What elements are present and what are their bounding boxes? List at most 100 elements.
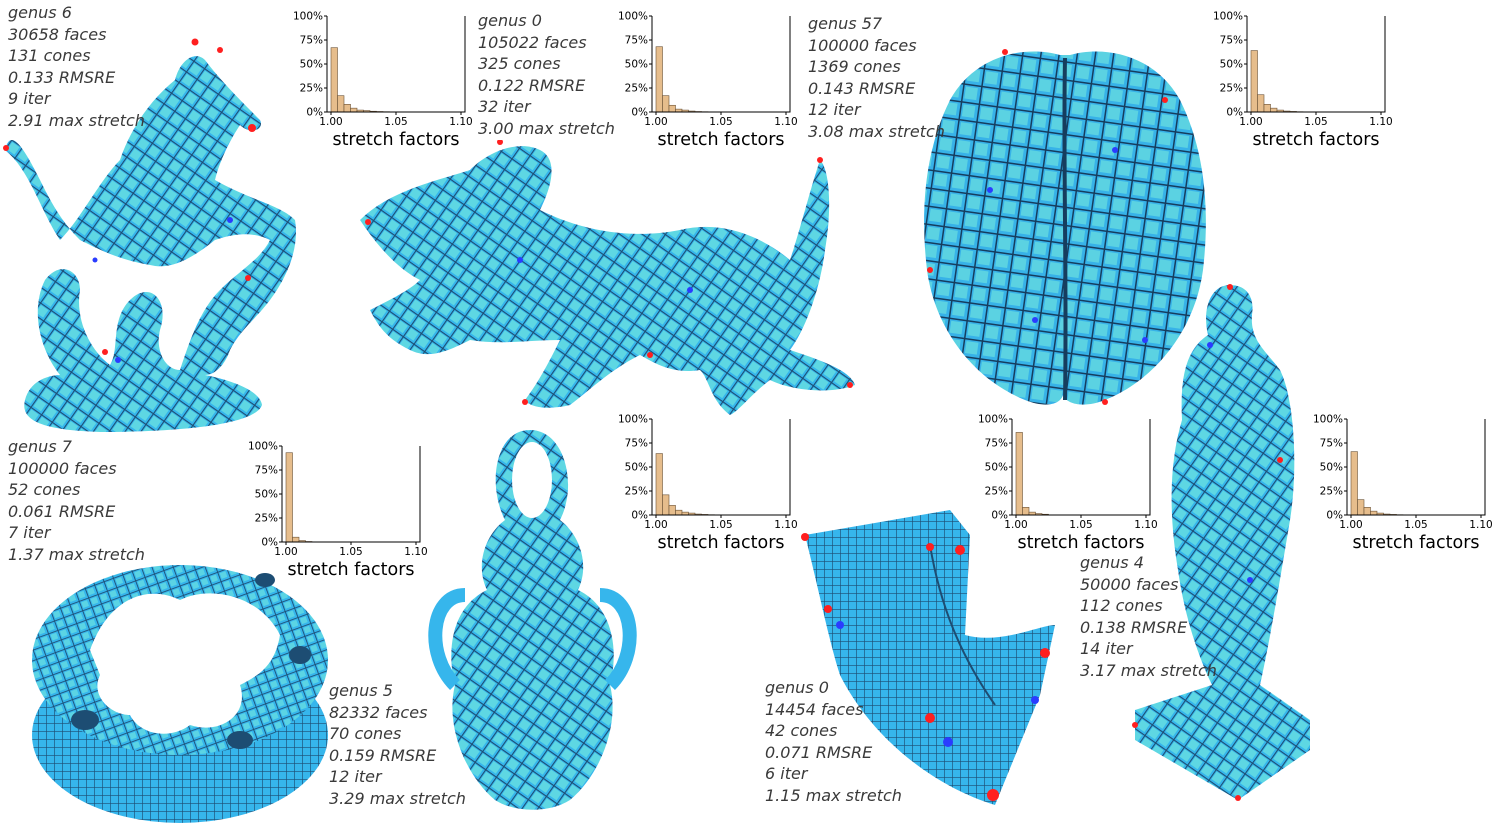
stat-iter: 14 iter <box>1080 639 1133 658</box>
x-tick-label: 1.05 <box>709 116 732 128</box>
histogram-bar <box>675 509 683 516</box>
histogram-bar <box>668 505 676 516</box>
y-tick-label: 75% <box>1320 438 1343 450</box>
stat-rmsre: 0.122 RMSRE <box>478 75 586 95</box>
stat-iter: 6 iter <box>765 764 808 783</box>
histogram-axes <box>1011 419 1151 516</box>
stat-max-stretch: 3.08 max stretch <box>808 121 945 141</box>
stat-rmsre: 0.071 RMSRE <box>765 742 873 762</box>
histogram-bar <box>343 104 351 113</box>
stat-iter: 32 iter <box>478 97 531 116</box>
histogram-bar <box>662 95 670 113</box>
y-tick-label: 100% <box>248 441 278 453</box>
histogram-brain: 0% 25% 50% 75% 100% 1.00 1.05 1.10 stretch facto… <box>1213 11 1393 149</box>
histogram-axes <box>651 419 791 516</box>
stats-brain: genus 57 100000 faces 1369 cones 0.143 R… <box>808 13 945 142</box>
x-tick-label: 1.05 <box>384 116 407 128</box>
stat-rmsre: 0.159 RMSRE <box>329 745 437 765</box>
histogram-bar <box>1022 507 1030 516</box>
stat-iter: 12 iter <box>329 767 382 786</box>
y-tick-label: 0% <box>1226 107 1243 119</box>
y-tick-label: 50% <box>625 462 648 474</box>
stat-cones: 112 cones <box>1080 596 1163 615</box>
x-tick-label: 1.10 <box>1369 116 1392 128</box>
stat-genus: genus 7 <box>8 437 72 456</box>
x-tick-label: 1.00 <box>1339 519 1362 531</box>
y-tick-label: 75% <box>255 465 278 477</box>
stat-max-stretch: 3.17 max stretch <box>1080 660 1217 680</box>
vase-mesh <box>428 430 637 810</box>
stat-cones: 325 cones <box>478 54 561 73</box>
histogram-gear: 0% 25% 50% 75% 100% 1.00 1.05 1.10 stretch facto… <box>248 441 428 579</box>
stat-genus: genus 6 <box>8 3 72 22</box>
y-tick-label: 0% <box>306 107 323 119</box>
x-axis-label: stretch factors <box>657 533 784 551</box>
stat-rmsre: 0.061 RMSRE <box>8 501 116 521</box>
histogram-bar <box>337 95 345 113</box>
y-tick-label: 0% <box>1326 510 1343 522</box>
histogram-bar <box>1357 499 1365 516</box>
statue-mesh <box>1132 284 1310 801</box>
x-tick-label: 1.05 <box>1069 519 1092 531</box>
y-tick-label: 75% <box>625 35 648 47</box>
y-tick-label: 75% <box>625 438 648 450</box>
y-tick-label: 100% <box>618 414 648 426</box>
histogram-bar <box>1363 507 1371 516</box>
stat-rmsre: 0.138 RMSRE <box>1080 617 1188 637</box>
x-tick-label: 1.05 <box>1304 116 1327 128</box>
fandisk-mesh <box>801 510 1055 805</box>
y-tick-label: 50% <box>1320 462 1343 474</box>
x-tick-label: 1.10 <box>404 546 427 558</box>
y-tick-label: 100% <box>618 11 648 23</box>
y-tick-label: 25% <box>625 486 648 498</box>
y-tick-label: 100% <box>1213 11 1243 23</box>
histogram-bar <box>350 107 358 113</box>
y-tick-label: 0% <box>991 510 1008 522</box>
stat-genus: genus 0 <box>478 11 542 30</box>
y-tick-label: 100% <box>978 414 1008 426</box>
stat-genus: genus 4 <box>1080 553 1144 572</box>
y-tick-label: 25% <box>985 486 1008 498</box>
stat-iter: 9 iter <box>8 89 51 108</box>
y-tick-label: 25% <box>625 83 648 95</box>
histogram-axes <box>1246 16 1386 113</box>
x-axis-label: stretch factors <box>657 130 784 148</box>
y-tick-label: 0% <box>261 537 278 549</box>
y-tick-label: 50% <box>625 59 648 71</box>
y-tick-label: 25% <box>1220 83 1243 95</box>
stat-max-stretch: 2.91 max stretch <box>8 110 145 130</box>
stats-dragon: genus 0 105022 faces 325 cones 0.122 RMS… <box>478 10 615 139</box>
histogram-dragon: 0% 25% 50% 75% 100% 1.00 1.05 1.10 stretch facto… <box>618 11 798 149</box>
stat-cones: 131 cones <box>8 46 91 65</box>
y-tick-label: 25% <box>255 513 278 525</box>
stat-genus: genus 5 <box>329 681 393 700</box>
stat-faces: 50000 faces <box>1080 574 1179 594</box>
stat-faces: 14454 faces <box>765 699 864 719</box>
y-tick-label: 25% <box>1320 486 1343 498</box>
x-axis-label: stretch factors <box>1252 130 1379 148</box>
x-tick-label: 1.10 <box>774 519 797 531</box>
x-tick-label: 1.10 <box>449 116 472 128</box>
histogram-axes <box>326 16 466 113</box>
stats-pegasus: genus 6 30658 faces 131 cones 0.133 RMSR… <box>8 2 145 131</box>
y-tick-label: 50% <box>1220 59 1243 71</box>
stat-faces: 30658 faces <box>8 24 107 44</box>
histogram-pegasus: 0% 25% 50% 75% 100% 1.00 1.05 1.10 stretch facto… <box>293 11 473 149</box>
y-tick-label: 75% <box>985 438 1008 450</box>
stat-faces: 105022 faces <box>478 32 587 52</box>
stat-rmsre: 0.133 RMSRE <box>8 67 116 87</box>
x-tick-label: 1.05 <box>339 546 362 558</box>
x-tick-label: 1.05 <box>1404 519 1427 531</box>
stats-gear: genus 7 100000 faces 52 cones 0.061 RMSR… <box>8 436 145 565</box>
y-tick-label: 0% <box>631 510 648 522</box>
x-axis-label: stretch factors <box>1017 533 1144 551</box>
x-tick-label: 1.00 <box>1004 519 1027 531</box>
stat-iter: 7 iter <box>8 523 51 542</box>
stats-vase: genus 5 82332 faces 70 cones 0.159 RMSRE… <box>329 680 466 809</box>
stat-faces: 100000 faces <box>8 458 117 478</box>
x-tick-label: 1.00 <box>644 116 667 128</box>
x-tick-label: 1.10 <box>1469 519 1492 531</box>
stat-max-stretch: 3.29 max stretch <box>329 788 466 808</box>
gear-mesh <box>32 565 328 823</box>
y-tick-label: 75% <box>300 35 323 47</box>
